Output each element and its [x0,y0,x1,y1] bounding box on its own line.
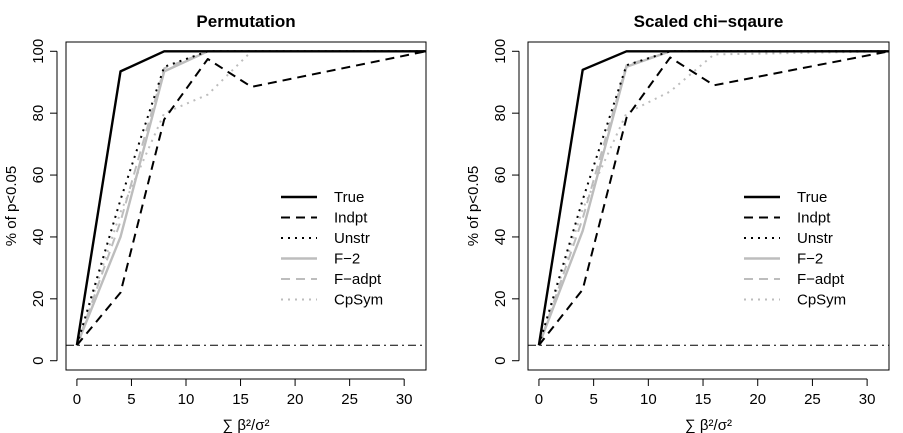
plot-frame [65,41,427,371]
legend-label: F−adpt [334,271,382,288]
x-tick-label: 0 [73,391,81,408]
legend-label: Indpt [797,210,831,227]
series-line-unstr [75,50,426,346]
y-tick-label: 20 [30,290,47,307]
y-tick-label: 40 [30,229,47,246]
series-line-true [75,50,426,346]
legend-label: True [797,189,827,206]
legend-label: F−2 [797,251,823,268]
y-tick-label: 0 [30,357,47,365]
y-tick-label: 100 [492,39,509,64]
legend-label: F−adpt [797,271,845,288]
y-tick-label: 100 [30,39,47,64]
legend-label: True [334,189,364,206]
x-axis-label: ∑ β²/σ² [223,417,270,433]
x-tick-label: 15 [232,391,249,408]
plot-frame [527,41,890,371]
y-tick-label: 80 [492,105,509,122]
chart-title: Scaled chi−sqaure [634,12,784,31]
x-axis-label: ∑ β²/σ² [685,417,732,433]
y-tick-label: 20 [492,290,509,307]
x-tick-label: 30 [396,391,413,408]
legend-label: CpSym [797,292,846,309]
y-tick-label: 40 [492,229,509,246]
x-tick-label: 25 [341,391,358,408]
y-tick-label: 60 [492,167,509,184]
legend-label: Unstr [797,230,833,247]
chart-panel-1: Permutation 0 5 10 15 20 25 30 0 20 40 60 80 100 ∑ β²/… [3,12,427,433]
y-tick-label: 0 [492,357,509,365]
series-line-unstr [537,50,889,346]
y-tick-label: 80 [30,105,47,122]
x-tick-label: 0 [535,391,543,408]
x-tick-label: 15 [695,391,712,408]
series-line-indpt [538,50,890,346]
y-axis-label: % of p<0.05 [465,166,482,246]
legend-label: Indpt [334,210,368,227]
x-tick-label: 5 [589,391,597,408]
x-tick-label: 30 [859,391,876,408]
chart-title: Permutation [196,12,295,31]
legend-label: CpSym [334,292,383,309]
x-tick-label: 25 [804,391,821,408]
x-tick-label: 10 [178,391,195,408]
x-tick-label: 20 [749,391,766,408]
y-axis-label: % of p<0.05 [3,166,20,246]
x-tick-label: 5 [127,391,135,408]
legend-label: Unstr [334,230,370,247]
legend-label: F−2 [334,251,360,268]
y-tick-label: 60 [30,167,47,184]
series-line-true [537,50,889,346]
chart-panel-2: Scaled chi−sqaure 0 5 10 15 20 25 30 0 20 40 60 80 10… [465,12,890,433]
x-tick-label: 10 [640,391,657,408]
series-line-cpsym [537,50,890,346]
x-tick-label: 20 [287,391,304,408]
